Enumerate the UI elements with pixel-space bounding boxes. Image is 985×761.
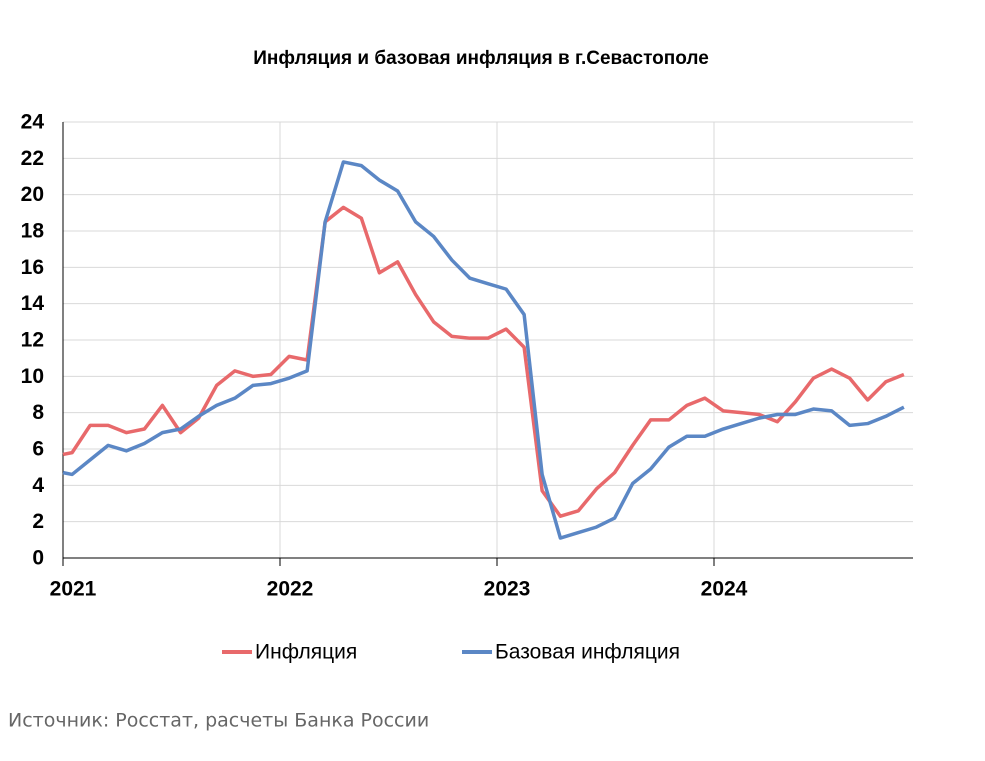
y-tick-label: 6	[32, 438, 44, 461]
y-tick-label: 4	[32, 474, 44, 497]
source-note: Источник: Росстат, расчеты Банка России	[8, 710, 429, 732]
chart-title: Инфляция и базовая инфляция в г.Севастоп…	[253, 48, 709, 69]
x-tick-label: 2024	[701, 578, 748, 601]
y-tick-label: 8	[32, 401, 44, 424]
y-tick-label: 22	[21, 147, 44, 170]
legend-label: Инфляция	[255, 641, 357, 664]
y-tick-label: 2	[32, 510, 44, 533]
y-tick-label: 10	[21, 365, 44, 388]
x-tick-label: 2021	[50, 578, 97, 601]
y-tick-label: 14	[21, 292, 45, 315]
y-tick-label: 24	[21, 111, 45, 134]
x-tick-label: 2023	[484, 578, 531, 601]
x-tick-label: 2022	[267, 578, 314, 601]
y-tick-label: 0	[32, 547, 44, 570]
legend-label: Базовая инфляция	[495, 641, 680, 664]
y-tick-label: 18	[21, 220, 45, 243]
y-tick-label: 20	[21, 183, 44, 206]
y-tick-label: 12	[21, 329, 44, 352]
series-line	[62, 160, 905, 540]
y-tick-label: 16	[21, 256, 44, 279]
series-line	[62, 205, 905, 518]
